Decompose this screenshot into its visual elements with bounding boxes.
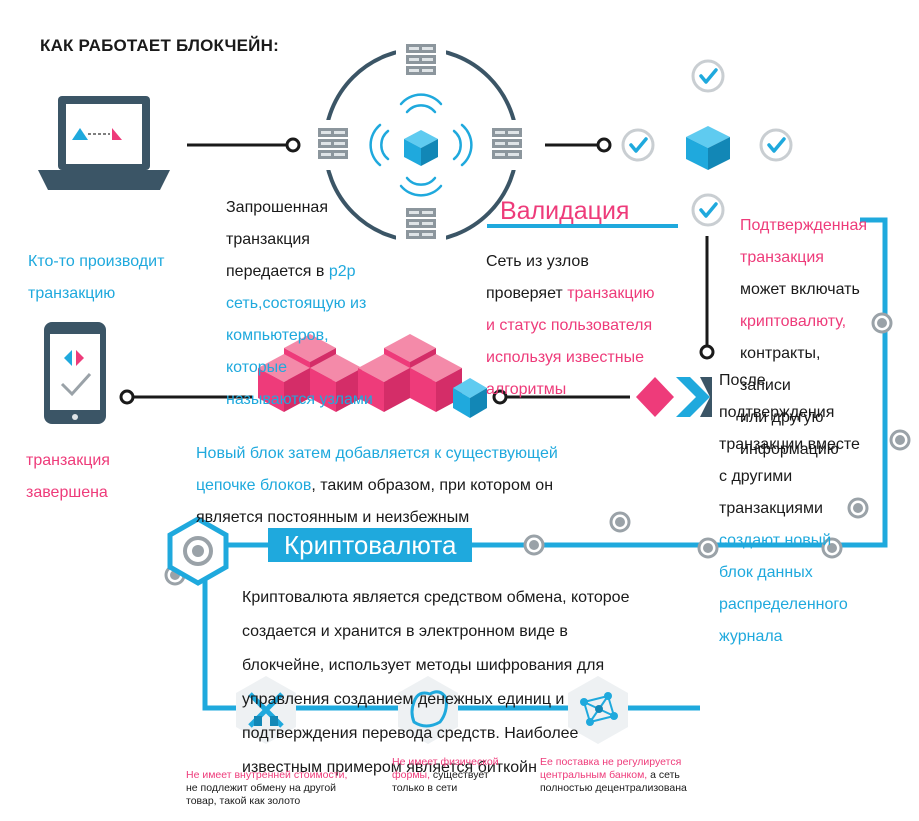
blockchain-cubes-icon bbox=[258, 334, 487, 418]
text-line: блок данных bbox=[719, 564, 813, 581]
request-text: Запрошенная транзакция передается в p2p … bbox=[226, 184, 373, 424]
text-line: контракты, bbox=[740, 345, 821, 362]
text-line: управления созданием денежных единиц и bbox=[242, 691, 565, 708]
text-line: которые bbox=[226, 359, 288, 376]
feature-highlight: Не имеет внутренней стоимости, bbox=[186, 769, 348, 781]
validation-checks-icon bbox=[621, 59, 793, 227]
after-verification-text: После подтверждения транзакции вместе с … bbox=[719, 357, 860, 661]
text-line: Сеть из узлов bbox=[486, 253, 589, 270]
connector-node bbox=[699, 344, 715, 360]
text-line: журнала bbox=[719, 628, 783, 645]
text-line: Криптовалюта является средством обмена, … bbox=[242, 589, 630, 606]
text-line: информацию bbox=[740, 441, 839, 458]
text-line: с другими bbox=[719, 468, 793, 485]
new-block-text: Новый блок затем добавляется к существую… bbox=[196, 430, 558, 542]
text-line: подтверждения перевода средств. Наиболее bbox=[242, 725, 579, 742]
text-line: или другую bbox=[740, 409, 824, 426]
text-line: используя известные bbox=[486, 349, 644, 366]
p2p-network-icon bbox=[310, 38, 532, 252]
text-line: завершена bbox=[26, 484, 108, 501]
no-intrinsic-value-icon bbox=[236, 676, 296, 744]
text-line: транзакцию bbox=[28, 285, 116, 302]
text-line: подтверждения bbox=[719, 404, 835, 421]
diagram-graphics bbox=[38, 38, 911, 744]
cryptocurrency-banner: Криптовалюта bbox=[268, 528, 473, 562]
page-title: КАК РАБОТАЕТ БЛОКЧЕЙН: bbox=[40, 36, 279, 55]
connector-node bbox=[119, 389, 135, 405]
feature-highlight: Ее поставка не регулируется центральным … bbox=[540, 756, 682, 781]
text-span: проверяет bbox=[486, 285, 568, 302]
highlight-p2p: p2p bbox=[328, 263, 356, 280]
text-line: создается и хранится в электронном виде … bbox=[242, 623, 568, 640]
validation-text: Сеть из узлов проверяет транзакцию и ста… bbox=[486, 238, 655, 414]
text-line: Запрошенная bbox=[226, 199, 328, 216]
text-line: известным примером является биткойн bbox=[242, 759, 537, 776]
feature-no-intrinsic-value: Не имеет внутренней стоимости, не подлеж… bbox=[186, 756, 347, 821]
text-line: алгоритмы bbox=[486, 381, 567, 398]
text-span: , таким образом, при котором он bbox=[311, 477, 554, 494]
text-line: записи bbox=[740, 377, 791, 394]
text-line: транзакция bbox=[740, 249, 824, 266]
text-line: создают новый bbox=[719, 532, 832, 549]
text-line: После bbox=[719, 372, 766, 389]
feature-text: существует только в сети bbox=[392, 769, 489, 794]
text-line: Подтвержденная bbox=[740, 217, 867, 234]
block-arrow-icon bbox=[636, 377, 712, 417]
connector-node bbox=[285, 137, 301, 153]
text-line: и статус пользователя bbox=[486, 317, 653, 334]
text-line: криптовалюту, bbox=[740, 313, 847, 330]
text-line: блокчейне, использует методы шифрования … bbox=[242, 657, 605, 674]
text-line: транзакция bbox=[226, 231, 310, 248]
text-line: называются узлами bbox=[226, 391, 373, 408]
feature-decentralized: Ее поставка не регулируется центральным … bbox=[540, 756, 687, 795]
feature-text: не подлежит обмену на другой товар, тако… bbox=[186, 782, 337, 807]
feature-text: а сеть полностью децентрализована bbox=[540, 769, 687, 794]
text-line: проверяет транзакцию bbox=[486, 286, 655, 302]
no-physical-form-icon bbox=[398, 676, 458, 744]
verified-transaction-text: Подтвержденная транзакция может включать… bbox=[740, 202, 867, 474]
text-span: транзакцию bbox=[567, 285, 655, 302]
feature-no-physical-form: Не имеет физической формы, существует то… bbox=[392, 756, 499, 795]
decentralized-network-icon bbox=[568, 676, 628, 744]
text-line: цепочке блоков, таким образом, при котор… bbox=[196, 478, 558, 494]
connector-node bbox=[492, 389, 508, 405]
text-line: транзакция bbox=[26, 452, 110, 469]
text-line: является постоянным и неизбежным bbox=[196, 509, 470, 526]
phone-icon bbox=[44, 322, 106, 424]
connector-node bbox=[596, 137, 612, 153]
text-span: цепочке блоков bbox=[196, 477, 312, 494]
initiate-transaction-text: Кто-то производит транзакцию bbox=[28, 238, 164, 318]
laptop-icon bbox=[38, 96, 170, 190]
text-line: Новый блок затем добавляется к существую… bbox=[196, 445, 558, 462]
text-line: транзакции вместе bbox=[719, 436, 860, 453]
text-line: сеть,состоящую из bbox=[226, 295, 367, 312]
hexagon-icon bbox=[167, 516, 229, 586]
text-line: распределенного bbox=[719, 596, 848, 613]
text-span: передается в bbox=[226, 263, 329, 280]
feature-highlight: Не имеет физической формы, bbox=[392, 756, 499, 781]
cryptocurrency-description: Криптовалюта является средством обмена, … bbox=[242, 572, 629, 793]
validation-heading: Валидация bbox=[500, 197, 630, 225]
text-line: передается в p2p bbox=[226, 264, 373, 280]
transaction-complete-text: транзакция завершена bbox=[26, 437, 110, 517]
text-line: может включать bbox=[740, 281, 860, 298]
text-line: компьютеров, bbox=[226, 327, 329, 344]
text-line: Кто-то производит bbox=[28, 253, 165, 270]
text-line: транзакциями bbox=[719, 500, 823, 517]
